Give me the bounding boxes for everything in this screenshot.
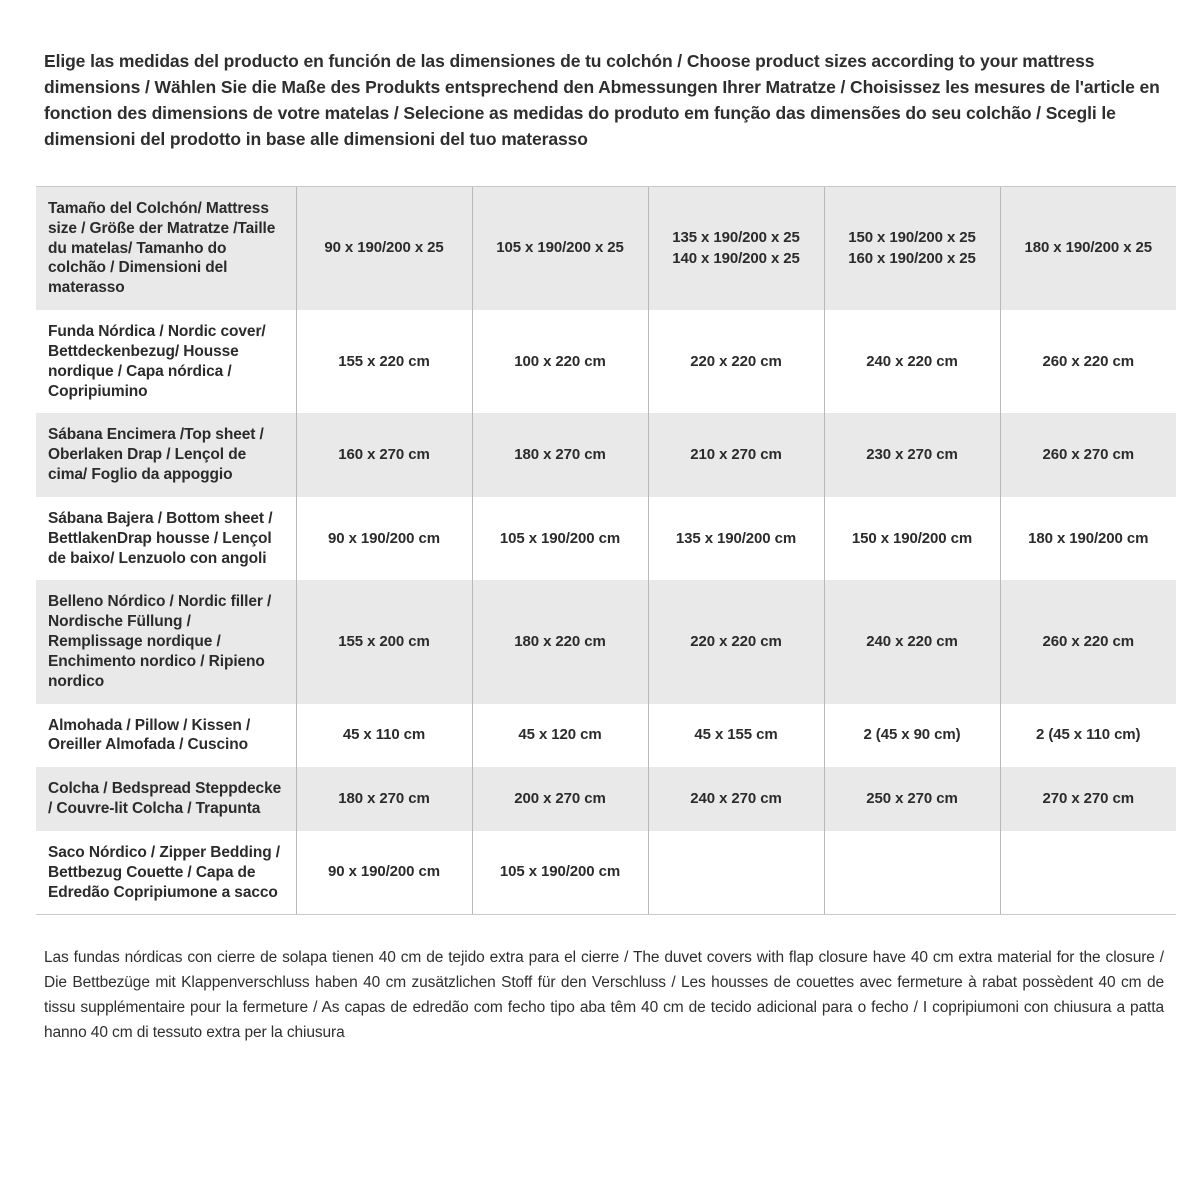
row-label: Almohada / Pillow / Kissen / Oreiller Al… <box>36 703 296 768</box>
row-value: 250 x 270 cm <box>823 767 1000 831</box>
row-value: 220 x 220 cm <box>647 580 824 704</box>
row-value: 200 x 270 cm <box>471 767 648 831</box>
row-value: 135 x 190/200 cm <box>647 496 824 581</box>
row-value: 180 x 270 cm <box>471 413 648 497</box>
row-value: 2 (45 x 90 cm) <box>823 703 1000 768</box>
table-row: Sábana Encimera /Top sheet / Oberlaken D… <box>36 413 1176 497</box>
row-value: 210 x 270 cm <box>647 413 824 497</box>
table-row: Sábana Bajera / Bottom sheet / Bettlaken… <box>36 496 1176 581</box>
row-value: 45 x 155 cm <box>647 703 824 768</box>
row-value: 45 x 120 cm <box>471 703 648 768</box>
mattress-size-table: Tamaño del Colchón/ Mattress size / Größ… <box>36 187 1176 915</box>
row-label: Colcha / Bedspread Steppdecke / Couvre-l… <box>36 767 296 831</box>
table-bottom-rule <box>36 914 1176 916</box>
row-value: 180 x 220 cm <box>471 580 648 704</box>
row-value: 150 x 190/200 cm <box>823 496 1000 581</box>
row-value: 230 x 270 cm <box>823 413 1000 497</box>
row-value: 180 x 190/200 cm <box>999 496 1176 581</box>
row-value <box>999 830 1176 915</box>
header-size-col-2-line1: 105 x 190/200 x 25 <box>496 239 624 257</box>
row-label: Belleno Nórdico / Nordic filler / Nordis… <box>36 580 296 704</box>
table-row: Funda Nórdica / Nordic cover/ Bettdecken… <box>36 310 1176 414</box>
header-size-col-3-line1: 135 x 190/200 x 25 <box>672 229 800 247</box>
row-value: 155 x 220 cm <box>295 310 472 414</box>
row-value: 240 x 270 cm <box>647 767 824 831</box>
row-value: 100 x 220 cm <box>471 310 648 414</box>
row-value: 90 x 190/200 cm <box>295 496 472 581</box>
intro-paragraph: Elige las medidas del producto en funció… <box>44 50 1160 150</box>
row-value: 260 x 270 cm <box>999 413 1176 497</box>
table-row: Belleno Nórdico / Nordic filler / Nordis… <box>36 580 1176 704</box>
header-label-cell: Tamaño del Colchón/ Mattress size / Größ… <box>36 187 296 311</box>
row-value: 45 x 110 cm <box>295 703 472 768</box>
row-value: 2 (45 x 110 cm) <box>999 703 1176 768</box>
table-row: Saco Nórdico / Zipper Bedding / Bettbezu… <box>36 830 1176 915</box>
row-value: 160 x 270 cm <box>295 413 472 497</box>
table-row: Colcha / Bedspread Steppdecke / Couvre-l… <box>36 767 1176 831</box>
row-value <box>823 830 1000 915</box>
row-value: 260 x 220 cm <box>999 310 1176 414</box>
table-row: Almohada / Pillow / Kissen / Oreiller Al… <box>36 703 1176 768</box>
row-value: 270 x 270 cm <box>999 767 1176 831</box>
header-size-col-4-line2: 160 x 190/200 x 25 <box>848 249 976 267</box>
row-value: 240 x 220 cm <box>823 580 1000 704</box>
header-size-col-1: 90 x 190/200 x 25 <box>295 187 472 311</box>
row-value: 180 x 270 cm <box>295 767 472 831</box>
row-value: 105 x 190/200 cm <box>471 496 648 581</box>
row-value: 155 x 200 cm <box>295 580 472 704</box>
header-size-col-1-line1: 90 x 190/200 x 25 <box>324 239 444 257</box>
header-size-col-3: 135 x 190/200 x 25 140 x 190/200 x 25 <box>647 187 824 311</box>
header-size-col-5-line1: 180 x 190/200 x 25 <box>1024 239 1153 257</box>
header-size-col-5: 180 x 190/200 x 25 <box>999 187 1176 311</box>
header-size-col-4: 150 x 190/200 x 25 160 x 190/200 x 25 <box>823 187 1000 311</box>
header-size-col-4-line1: 150 x 190/200 x 25 <box>848 229 976 247</box>
row-value <box>647 830 824 915</box>
row-value: 90 x 190/200 cm <box>295 830 472 915</box>
table-header-row: Tamaño del Colchón/ Mattress size / Größ… <box>36 187 1176 311</box>
row-label: Sábana Bajera / Bottom sheet / Bettlaken… <box>36 496 296 581</box>
row-value: 260 x 220 cm <box>999 580 1176 704</box>
row-label: Saco Nórdico / Zipper Bedding / Bettbezu… <box>36 830 296 915</box>
row-value: 240 x 220 cm <box>823 310 1000 414</box>
row-value: 105 x 190/200 cm <box>471 830 648 915</box>
table-top-rule <box>36 186 1176 187</box>
row-value: 220 x 220 cm <box>647 310 824 414</box>
header-size-col-2: 105 x 190/200 x 25 <box>471 187 648 311</box>
header-size-col-3-line2: 140 x 190/200 x 25 <box>672 249 800 267</box>
row-label: Sábana Encimera /Top sheet / Oberlaken D… <box>36 413 296 497</box>
row-label: Funda Nórdica / Nordic cover/ Bettdecken… <box>36 310 296 414</box>
footnote-text: Las fundas nórdicas con cierre de solapa… <box>44 948 1164 1042</box>
